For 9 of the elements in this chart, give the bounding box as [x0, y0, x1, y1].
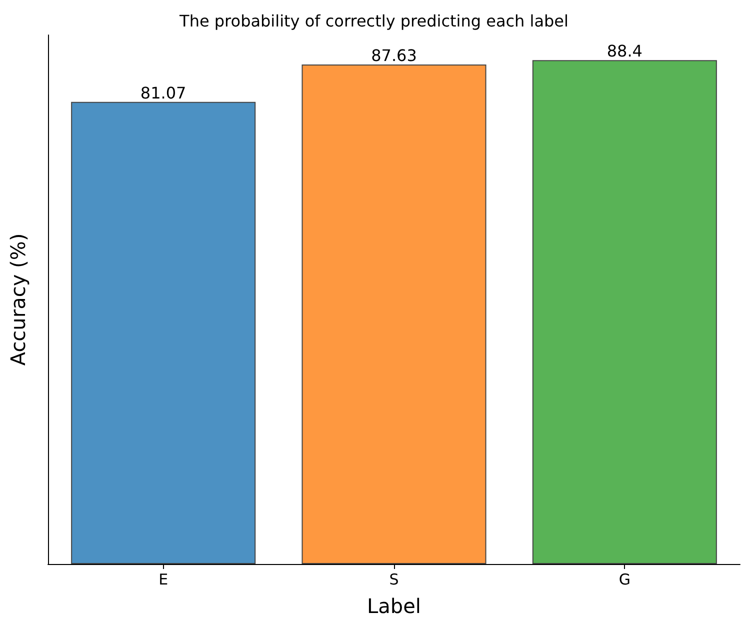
data-label: 88.4 [606, 42, 642, 61]
x-tick-label: G [618, 570, 630, 588]
x-tick-label: S [389, 570, 399, 588]
y-axis-title: Accuracy (%) [6, 233, 30, 366]
x-axis-title: Label [367, 594, 421, 618]
chart-title: The probability of correctly predicting each label [178, 12, 568, 30]
x-tick-label: E [158, 570, 168, 588]
data-label: 81.07 [140, 83, 186, 102]
data-label: 87.63 [371, 46, 417, 65]
